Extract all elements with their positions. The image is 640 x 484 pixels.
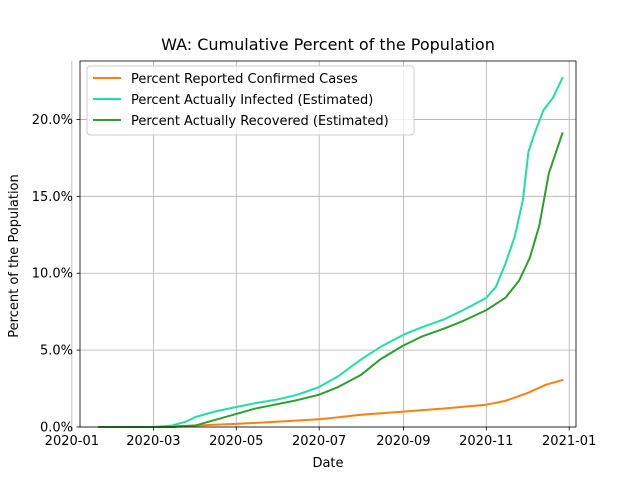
- x-tick-label: 2020-03: [126, 434, 180, 449]
- x-axis: 2020-01 2020-03 2020-05 2020-07 2020-09 2020-…: [45, 427, 596, 449]
- legend: Percent Reported Confirmed Cases Percent …: [86, 65, 415, 136]
- x-tick-label: 2021-01: [542, 434, 596, 449]
- x-tick-label: 2020-05: [209, 434, 263, 449]
- y-tick-label: 15.0%: [32, 190, 73, 205]
- plot-frame: [79, 60, 577, 428]
- y-tick-label: 5.0%: [40, 344, 73, 359]
- y-axis-label: Percent of the Population: [7, 174, 22, 337]
- y-axis: 0.0% 5.0% 10.0% 15.0% 20.0%: [32, 113, 80, 436]
- x-tick-label: 2020-01: [45, 434, 99, 449]
- y-tick-label: 10.0%: [32, 267, 73, 282]
- series-line-3: [98, 132, 564, 428]
- x-tick-label: 2020-09: [376, 434, 430, 449]
- chart-title: WA: Cumulative Percent of the Population: [161, 35, 495, 54]
- series-line-2: [98, 76, 564, 428]
- x-axis-label: Date: [312, 456, 343, 471]
- legend-label: Percent Actually Infected (Estimated): [131, 93, 373, 108]
- x-tick-label: 2020-07: [292, 434, 346, 449]
- legend-label: Percent Actually Recovered (Estimated): [131, 114, 389, 129]
- x-tick-label: 2020-11: [459, 434, 513, 449]
- plot-area: [98, 76, 564, 428]
- legend-box: [86, 65, 415, 136]
- y-tick-label: 20.0%: [32, 113, 73, 128]
- series-line-1: [98, 378, 564, 428]
- legend-label: Percent Reported Confirmed Cases: [131, 72, 358, 87]
- y-tick-label: 0.0%: [40, 421, 73, 436]
